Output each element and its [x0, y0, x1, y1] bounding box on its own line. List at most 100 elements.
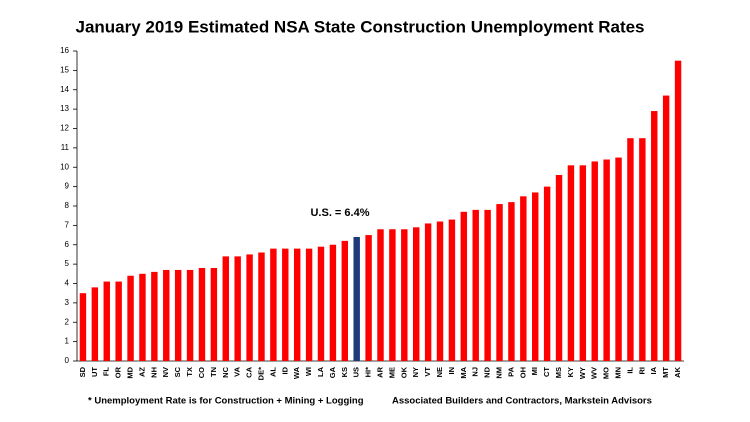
bar	[103, 281, 110, 361]
bar	[496, 204, 503, 361]
x-tick-label: NJ	[471, 367, 480, 377]
x-tick-label: VT	[423, 367, 432, 377]
y-tick-label: 14	[60, 85, 69, 94]
x-tick-label: GA	[328, 366, 337, 378]
chart-title: January 2019 Estimated NSA State Constru…	[75, 17, 644, 36]
bar	[151, 271, 158, 361]
x-tick-label: US	[352, 367, 361, 377]
y-tick-label: 12	[60, 124, 69, 133]
y-tick-label: 3	[65, 298, 70, 307]
bar	[115, 281, 122, 361]
x-tick-label: MN	[614, 367, 623, 379]
x-tick-label: MO	[602, 367, 611, 379]
x-tick-label: KS	[340, 367, 349, 377]
y-tick-label: 16	[60, 46, 69, 55]
source: Associated Builders and Contractors, Mar…	[392, 396, 652, 407]
bar	[472, 209, 479, 361]
x-tick-label: NY	[411, 367, 420, 377]
bar	[520, 196, 527, 361]
x-tick-label: MI	[530, 367, 539, 375]
x-tick-label: OH	[518, 367, 527, 378]
bar	[270, 248, 277, 361]
bar	[639, 138, 646, 361]
x-tick-label: CT	[542, 367, 551, 377]
y-tick-label: 13	[60, 104, 69, 113]
y-tick-label: 0	[65, 356, 70, 365]
bar	[79, 293, 87, 361]
bar	[282, 248, 289, 361]
bar	[210, 268, 218, 361]
bar	[305, 248, 313, 361]
x-tick-label: LA	[316, 366, 325, 377]
x-tick-label: NC	[221, 366, 230, 377]
y-tick-label: 11	[61, 143, 70, 152]
bar	[246, 254, 253, 361]
bar	[579, 165, 587, 361]
x-tick-label: HI*	[364, 367, 373, 378]
bar	[198, 268, 206, 361]
footnote: * Unemployment Rate is for Construction …	[88, 396, 364, 407]
bar	[591, 161, 598, 361]
bar	[555, 175, 563, 361]
x-tick-label: MD	[126, 366, 135, 378]
x-tick-label: WV	[590, 367, 599, 379]
bar	[627, 138, 634, 361]
bar	[412, 227, 420, 361]
y-tick-label: 7	[65, 220, 70, 229]
bar	[234, 256, 241, 361]
x-tick-label: ME	[387, 367, 396, 378]
bar	[662, 95, 670, 361]
x-tick-label: IL	[625, 367, 634, 374]
bar	[365, 235, 372, 361]
x-tick-label: RI	[637, 367, 646, 375]
x-tick-label: AL	[268, 367, 277, 377]
x-tick-label: OK	[399, 366, 408, 378]
x-tick-label: UT	[90, 367, 99, 377]
y-tick-label: 4	[65, 279, 70, 288]
x-tick-label: WY	[578, 367, 587, 379]
bar	[389, 229, 396, 361]
bar	[603, 159, 610, 361]
bar	[317, 246, 325, 361]
bar	[341, 240, 349, 361]
x-tick-label: NV	[161, 367, 170, 377]
bar	[448, 219, 456, 361]
y-tick-label: 9	[65, 182, 70, 191]
x-tick-label: OR	[114, 366, 123, 378]
bar	[139, 273, 146, 361]
y-tick-label: 8	[65, 201, 70, 210]
annotation: U.S. = 6.4%	[310, 207, 369, 219]
x-tick-label: IA	[649, 366, 658, 374]
x-tick-label: SC	[173, 366, 182, 377]
x-tick-label: KY	[566, 367, 575, 377]
y-tick-label: 15	[60, 65, 69, 74]
bar	[186, 269, 194, 361]
x-tick-label: NE	[435, 367, 444, 377]
x-tick-label: AZ	[137, 367, 146, 377]
bar	[377, 229, 384, 361]
bar	[163, 269, 170, 361]
bar	[222, 256, 229, 361]
bar	[436, 221, 444, 361]
bar	[543, 186, 551, 361]
x-tick-label: AK	[673, 366, 682, 377]
x-tick-label: IN	[447, 367, 456, 375]
x-tick-label: PA	[506, 366, 515, 376]
y-tick-label: 2	[65, 317, 70, 326]
bar	[484, 209, 491, 361]
x-tick-label: MS	[554, 367, 563, 378]
x-tick-label: AR	[375, 366, 384, 377]
x-tick-label: CO	[197, 367, 206, 378]
x-tick-label: ND	[483, 366, 492, 377]
y-tick-label: 10	[60, 162, 69, 171]
x-tick-label: SD	[78, 366, 87, 377]
x-tick-label: WA	[292, 366, 301, 379]
x-tick-label: TX	[185, 367, 194, 377]
x-tick-label: WI	[304, 367, 313, 376]
bar	[293, 248, 301, 361]
bar	[401, 229, 408, 361]
bar	[567, 165, 575, 361]
bar	[329, 244, 337, 361]
x-tick-label: VA	[233, 366, 242, 376]
